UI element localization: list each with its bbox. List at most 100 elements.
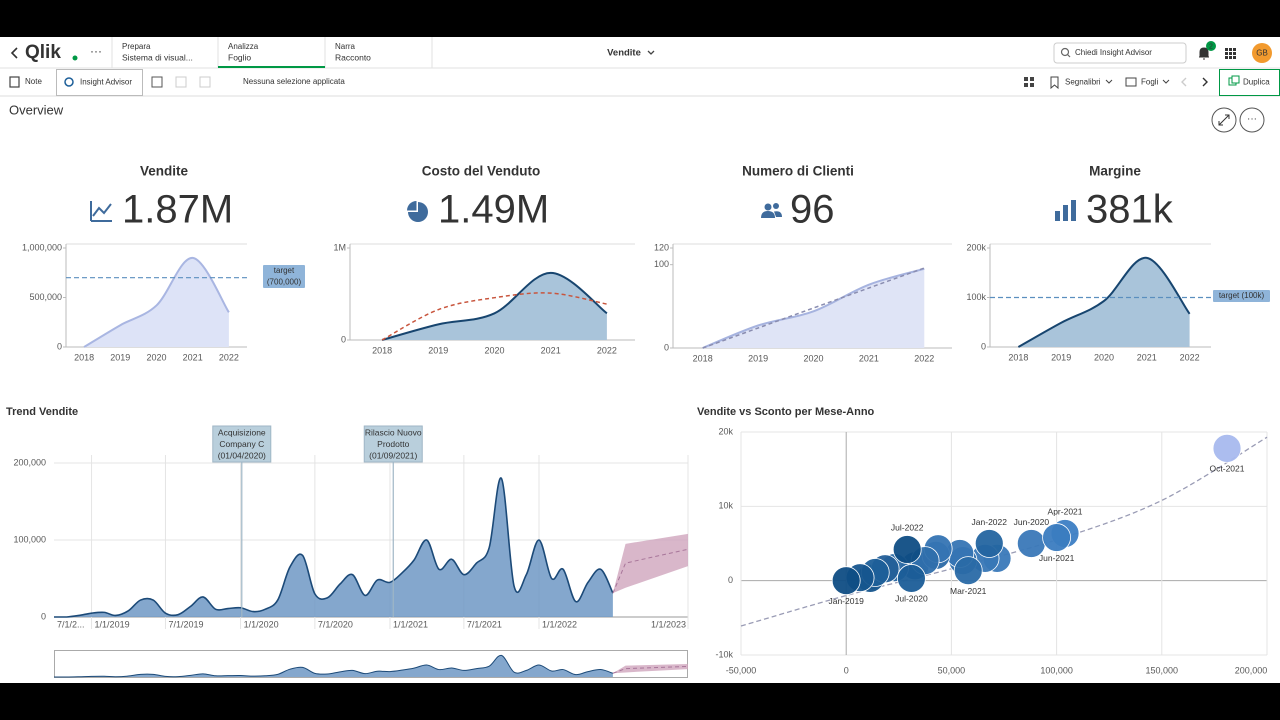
more-menu[interactable]: ···	[90, 44, 102, 58]
badge	[1206, 41, 1216, 51]
x-tick-label: 2022	[1180, 352, 1200, 362]
logo-dot	[72, 55, 78, 61]
insight-icon	[64, 77, 74, 87]
expand-icon	[1218, 114, 1230, 126]
sheets-icon	[1125, 77, 1137, 87]
annotation-label: (01/04/2020)	[218, 450, 266, 460]
kpi-value: 96	[790, 188, 835, 232]
x-tick-label: 1/1/2021	[393, 619, 428, 629]
x-tick-label: 7/1/2021	[467, 619, 502, 629]
target-label: target (100k)	[1219, 291, 1265, 300]
bubble	[831, 566, 861, 596]
forecast-band	[612, 664, 688, 674]
y-tick-label: 0	[57, 341, 62, 351]
insight-button[interactable]: Insight Advisor	[80, 78, 132, 87]
chevron	[1162, 79, 1170, 84]
bubble-label: Jan-2019	[828, 596, 864, 606]
y-tick-label: 200,000	[13, 457, 46, 467]
back-button[interactable]	[10, 47, 18, 59]
x-tick-label: 2019	[428, 345, 448, 355]
line	[702, 267, 925, 349]
layout-icon[interactable]	[1024, 77, 1034, 87]
prev-sheet[interactable]	[1181, 77, 1187, 87]
kpi-icon	[1055, 200, 1076, 221]
tab-sub[interactable]: Sistema di visual...	[122, 52, 193, 62]
apps-grid[interactable]	[1225, 48, 1236, 59]
x-tick-label: 2018	[372, 345, 392, 355]
x-tick-label: 2021	[541, 345, 561, 355]
logo[interactable]: Qlik	[25, 42, 61, 63]
x-tick-label: 1/1/2020	[244, 619, 279, 629]
forecast-band	[612, 533, 688, 594]
avatar[interactable]	[1252, 43, 1272, 63]
y-tick-label: 120	[654, 242, 669, 252]
more-button[interactable]	[1239, 107, 1265, 133]
x-tick-label: 2018	[74, 352, 94, 362]
x-tick-label: 7/1/2...	[57, 619, 85, 629]
selection-tool[interactable]	[199, 76, 211, 88]
annotation-label: Acquisizione	[218, 427, 266, 437]
kpi-title: Vendite	[140, 164, 189, 179]
x-tick-label: 1/1/2023	[651, 619, 686, 629]
x-tick-label: 2019	[110, 352, 130, 362]
trend-line	[740, 436, 1268, 627]
x-tick-label: 2018	[693, 353, 713, 363]
target-label-box	[1213, 290, 1270, 302]
sheet-title: Overview	[9, 102, 64, 117]
tab-label[interactable]: Analizza	[228, 42, 259, 51]
kpi-title: Numero di Clienti	[742, 164, 854, 179]
search-box[interactable]	[1053, 42, 1187, 64]
bubble-label: Mar-2021	[950, 586, 987, 596]
y-tick-label: 0	[341, 334, 346, 344]
x-tick-label: 0	[844, 665, 849, 675]
top-bar	[0, 0, 1280, 37]
active-tab-indicator	[218, 66, 325, 68]
bubble-label: Jul-2020	[895, 594, 928, 604]
tab-label[interactable]: Prepara	[122, 42, 151, 51]
selection-tool[interactable]	[175, 76, 187, 88]
x-tick-label: 200,000	[1235, 665, 1268, 675]
kpi-icon	[408, 202, 428, 222]
tab-sub[interactable]: Foglio	[228, 52, 251, 62]
search-icon	[1060, 47, 1070, 57]
y-tick-label: 20k	[718, 426, 733, 436]
note-button[interactable]: Note	[25, 77, 42, 86]
forecast-line	[612, 548, 689, 594]
bookmarks-button[interactable]: Segnalibri	[1065, 78, 1101, 87]
tab-label[interactable]: Narra	[335, 42, 356, 51]
x-tick-label: 2019	[748, 353, 768, 363]
x-tick-label: 2020	[484, 345, 504, 355]
y-tick-label: 10k	[718, 501, 733, 511]
next-sheet[interactable]	[1202, 77, 1208, 87]
sheets-button[interactable]: Fogli	[1141, 78, 1159, 87]
annotation-label: Prodotto	[377, 439, 409, 449]
annotation-label: (01/09/2021)	[369, 450, 417, 460]
tab-sub[interactable]: Racconto	[335, 52, 371, 62]
bubble	[953, 556, 983, 586]
x-tick-label: 7/1/2020	[318, 619, 353, 629]
x-tick-label: 2019	[1051, 352, 1071, 362]
app-name[interactable]: Vendite	[607, 48, 641, 59]
y-tick-label: 100k	[966, 292, 986, 302]
search-placeholder[interactable]: Chiedi Insight Advisor	[1075, 48, 1152, 57]
avatar-initials: GB	[1256, 49, 1268, 58]
notifications[interactable]	[1199, 47, 1209, 60]
app-chevron[interactable]	[647, 50, 655, 55]
x-tick-label: 2022	[597, 345, 617, 355]
y-tick-label: 1M	[333, 242, 346, 252]
kpi-title: Costo del Venduto	[422, 164, 541, 179]
duplicate-button[interactable]: Duplica	[1243, 78, 1270, 87]
x-tick-label: 2020	[803, 353, 823, 363]
bookmark-icon	[1050, 76, 1059, 90]
target-label-box	[263, 265, 305, 288]
selection-tool[interactable]	[151, 76, 163, 88]
badge-count: 2	[1209, 43, 1213, 50]
insight-button-box[interactable]	[56, 69, 143, 96]
bubble	[1212, 433, 1242, 463]
x-tick-label: 2021	[183, 352, 203, 362]
y-tick-label: 500,000	[29, 292, 62, 302]
y-tick-label: 1,000,000	[22, 242, 62, 252]
kpi-value: 1.87M	[122, 188, 233, 232]
